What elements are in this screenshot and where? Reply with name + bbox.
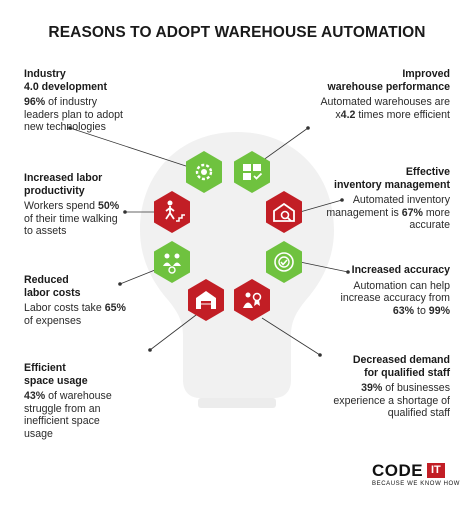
item-description: Workers spend 50% of their time walking …	[24, 200, 120, 238]
logo-code-text: CODE	[372, 461, 424, 480]
hex-gear	[186, 151, 222, 193]
item-qualified-staff: Decreased demand for qualified staff 39% …	[330, 354, 450, 420]
item-industry-development: Industry 4.0 development 96% of industry …	[24, 68, 134, 134]
item-description: Automated warehouses are x4.2 times more…	[320, 96, 450, 121]
logo-tagline: BECAUSE WE KNOW HOW	[372, 481, 461, 487]
item-description: Labor costs take 65% of expenses	[24, 302, 126, 327]
item-heading: Increased labor productivity	[24, 172, 103, 197]
connector-lines	[69, 127, 349, 356]
item-description: Automated inventory management is 67% mo…	[326, 194, 450, 232]
item-description: 39% of businesses experience a shortage …	[333, 382, 450, 420]
item-inventory-management: Effective inventory management Automated …	[320, 166, 450, 232]
hex-warehouse-magnifier	[266, 191, 302, 233]
item-description: Automation can help increase accuracy fr…	[340, 279, 450, 317]
item-heading: Industry 4.0 development	[24, 68, 108, 93]
hex-boxes-checklist	[234, 151, 270, 193]
item-description: 43% of warehouse struggle from an ineffi…	[24, 390, 112, 440]
lightbulb-base	[198, 398, 276, 408]
item-heading: Increased accuracy	[351, 264, 450, 276]
infographic-title: REASONS TO ADOPT WAREHOUSE AUTOMATION	[48, 24, 426, 41]
item-heading: Improved warehouse performance	[327, 68, 450, 93]
item-heading: Reduced labor costs	[24, 274, 81, 299]
logo-it-badge: IT	[427, 463, 445, 478]
codeit-logo: CODE IT BECAUSE WE KNOW HOW	[372, 461, 461, 489]
item-warehouse-performance: Improved warehouse performance Automated …	[320, 68, 450, 121]
hex-target-check	[266, 241, 302, 283]
hex-walking-worker	[154, 191, 190, 233]
item-heading: Efficient space usage	[24, 362, 88, 387]
item-increased-accuracy: Increased accuracy Automation can help i…	[340, 264, 450, 317]
item-description: 96% of industry leaders plan to adopt ne…	[24, 96, 123, 134]
item-heading: Decreased demand for qualified staff	[352, 354, 450, 379]
hex-warehouse-building	[188, 279, 224, 321]
hex-people-money	[154, 241, 190, 283]
item-heading: Effective inventory management	[334, 166, 450, 191]
hex-worker-award	[234, 279, 270, 321]
item-labor-productivity: Increased labor productivity Workers spen…	[24, 172, 128, 238]
item-space-usage: Efficient space usage 43% of warehouse st…	[24, 362, 118, 441]
item-labor-costs: Reduced labor costs Labor costs take 65% …	[24, 274, 128, 327]
